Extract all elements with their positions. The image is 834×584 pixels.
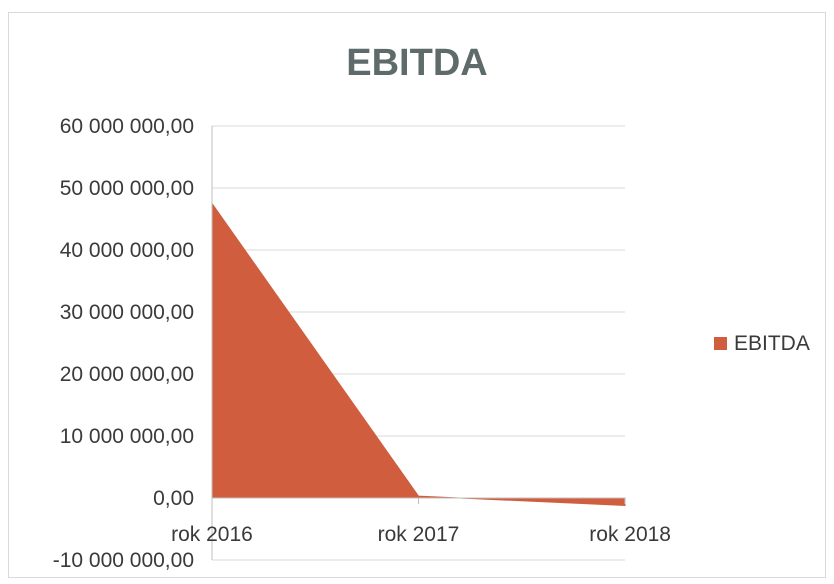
x-tick-label: rok 2016	[171, 523, 253, 546]
x-tick-label: rok 2018	[589, 523, 671, 546]
y-tick-label: -10 000 000,00	[53, 549, 194, 572]
y-tick-label: 30 000 000,00	[60, 301, 194, 324]
y-tick-label: 40 000 000,00	[60, 239, 194, 262]
legend-label: EBITDA	[734, 332, 810, 355]
series-area-ebitda	[212, 204, 625, 506]
y-tick-label: 50 000 000,00	[60, 177, 194, 200]
y-tick-label: 0,00	[153, 487, 194, 510]
y-tick-label: 20 000 000,00	[60, 363, 194, 386]
x-axis-labels: rok 2016 rok 2017 rok 2018	[171, 523, 671, 546]
legend: EBITDA	[714, 332, 810, 355]
y-axis-labels: 60 000 000,00 50 000 000,00 40 000 000,00 3…	[53, 115, 194, 572]
legend-swatch	[714, 337, 727, 350]
series-area-layer	[212, 204, 625, 506]
y-tick-label: 10 000 000,00	[60, 425, 194, 448]
y-tick-label: 60 000 000,00	[60, 115, 194, 138]
x-tick-label: rok 2017	[378, 523, 460, 546]
